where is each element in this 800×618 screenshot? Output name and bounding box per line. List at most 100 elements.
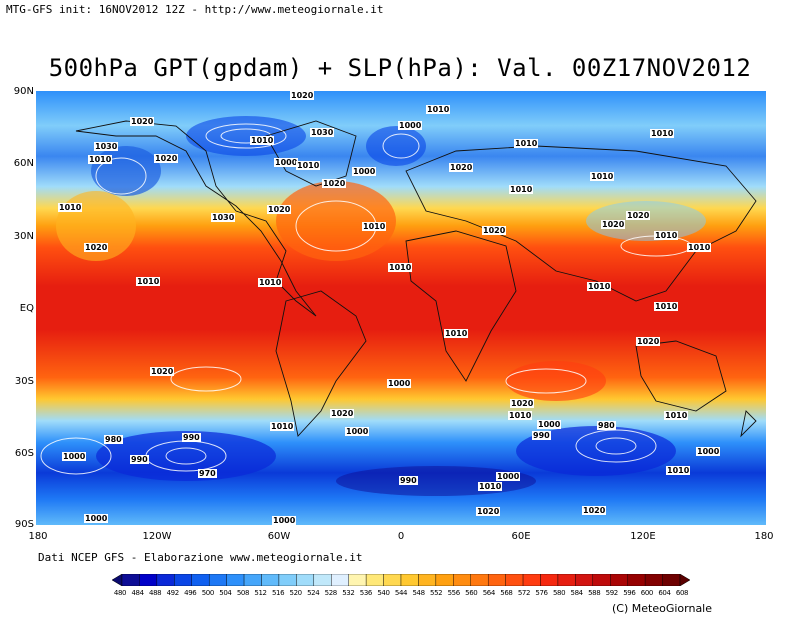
color-scale-labels: 480 484 488 492 496 500 504 508 512 516 520 524 528 5… xyxy=(114,589,689,599)
slp-label: 1010 xyxy=(250,136,275,145)
legend-value: 512 xyxy=(254,589,267,597)
slp-label: 1010 xyxy=(687,243,712,252)
slp-label: 1010 xyxy=(388,263,413,272)
slp-label: 1030 xyxy=(211,213,236,222)
legend-value: 544 xyxy=(394,589,408,597)
legend-value: 588 xyxy=(588,589,601,597)
slp-label: 1020 xyxy=(476,507,501,516)
legend-value: 568 xyxy=(500,589,513,597)
slp-label: 1010 xyxy=(296,161,321,170)
legend-swatch xyxy=(575,574,594,586)
legend-swatch xyxy=(610,574,628,586)
slp-label: 970 xyxy=(198,469,217,478)
slp-label: 1030 xyxy=(94,142,119,151)
legend-swatch xyxy=(348,574,367,586)
legend-swatch xyxy=(592,574,611,586)
slp-label: 1010 xyxy=(362,222,387,231)
weather-map: 1020 1010 1030 1010 1000 1020 1010 1000 … xyxy=(36,91,766,525)
legend-swatch xyxy=(331,574,349,586)
legend-swatch xyxy=(243,574,262,586)
slp-label: 990 xyxy=(182,433,201,442)
slp-label: 1010 xyxy=(514,139,539,148)
legend-value: 600 xyxy=(640,589,654,597)
legend-value: 604 xyxy=(658,589,671,597)
slp-label: 1010 xyxy=(587,282,612,291)
slp-label: 1000 xyxy=(62,452,87,461)
slp-label: 1010 xyxy=(88,155,113,164)
legend-swatch xyxy=(121,574,140,586)
legend-value: 548 xyxy=(412,589,425,597)
slp-label: 1020 xyxy=(330,409,355,418)
legend-value: 520 xyxy=(289,589,303,597)
legend-value: 516 xyxy=(271,589,285,597)
slp-label: 1010 xyxy=(136,277,161,286)
slp-label: 990 xyxy=(130,455,149,464)
legend-swatch xyxy=(313,574,332,586)
legend-value: 584 xyxy=(570,589,584,597)
legend-value: 480 xyxy=(113,589,127,597)
slp-label: 1030 xyxy=(310,128,335,137)
slp-label: 1010 xyxy=(426,105,451,114)
slp-label: 1020 xyxy=(510,399,535,408)
color-scale-legend xyxy=(112,574,690,586)
lat-label: EQ xyxy=(19,303,34,314)
slp-label: 1000 xyxy=(274,158,299,167)
lat-label: 60S xyxy=(14,448,34,459)
slp-label: 1000 xyxy=(84,514,109,523)
slp-label: 1010 xyxy=(478,482,503,491)
lat-label: 90S xyxy=(14,519,34,530)
legend-swatch xyxy=(191,574,210,586)
legend-swatch xyxy=(505,574,524,586)
lon-label: 120W xyxy=(142,531,172,542)
legend-value: 496 xyxy=(184,589,197,597)
slp-label: 1000 xyxy=(272,516,297,525)
legend-value: 576 xyxy=(535,589,548,597)
slp-label: 1010 xyxy=(654,302,679,311)
slp-label: 1020 xyxy=(636,337,661,346)
legend-value: 488 xyxy=(149,589,162,597)
legend-swatch xyxy=(435,574,454,586)
legend-swatch xyxy=(226,574,245,586)
slp-label: 1010 xyxy=(650,129,675,138)
legend-swatch xyxy=(540,574,559,586)
slp-label: 990 xyxy=(532,431,551,440)
legend-swatch xyxy=(522,574,541,586)
legend-value: 508 xyxy=(236,589,250,597)
legend-swatch xyxy=(365,574,384,586)
slp-label: 1010 xyxy=(270,422,295,431)
legend-value: 596 xyxy=(623,589,636,597)
slp-label: 980 xyxy=(597,421,616,430)
slp-label: 1000 xyxy=(398,121,423,130)
legend-value: 524 xyxy=(307,589,320,597)
legend-value: 572 xyxy=(517,589,531,597)
lon-label: 60W xyxy=(267,531,291,542)
legend-swatch xyxy=(383,574,402,586)
legend-swatch xyxy=(208,574,227,586)
model-info-header: MTG-GFS init: 16NOV2012 12Z - http://www… xyxy=(6,3,384,16)
data-credit: Dati NCEP GFS - Elaborazione www.meteogi… xyxy=(38,551,363,564)
map-title: 500hPa GPT(gpdam) + SLP(hPa): Val. 00Z17… xyxy=(48,54,752,82)
slp-label: 1020 xyxy=(601,220,626,229)
slp-label: 980 xyxy=(104,435,123,444)
legend-swatch xyxy=(418,574,437,586)
lat-label: 60N xyxy=(13,158,34,169)
lon-label: 0 xyxy=(397,531,405,542)
lat-label: 30S xyxy=(14,376,34,387)
slp-label: 1000 xyxy=(696,447,721,456)
legend-swatch xyxy=(487,574,506,586)
slp-label: 1010 xyxy=(590,172,615,181)
legend-min-arrow xyxy=(112,574,123,586)
slp-label: 1010 xyxy=(666,466,691,475)
legend-swatch xyxy=(139,574,158,586)
slp-label: 1010 xyxy=(444,329,469,338)
legend-value: 532 xyxy=(342,589,355,597)
legend-swatch xyxy=(557,574,576,586)
slp-label: 1000 xyxy=(387,379,412,388)
lon-label: 60E xyxy=(511,531,531,542)
legend-value: 504 xyxy=(219,589,232,597)
slp-label: 1010 xyxy=(508,411,533,420)
legend-swatch xyxy=(644,574,663,586)
slp-label: 1020 xyxy=(84,243,109,252)
legend-value: 528 xyxy=(324,589,338,597)
slp-label: 1000 xyxy=(352,167,377,176)
